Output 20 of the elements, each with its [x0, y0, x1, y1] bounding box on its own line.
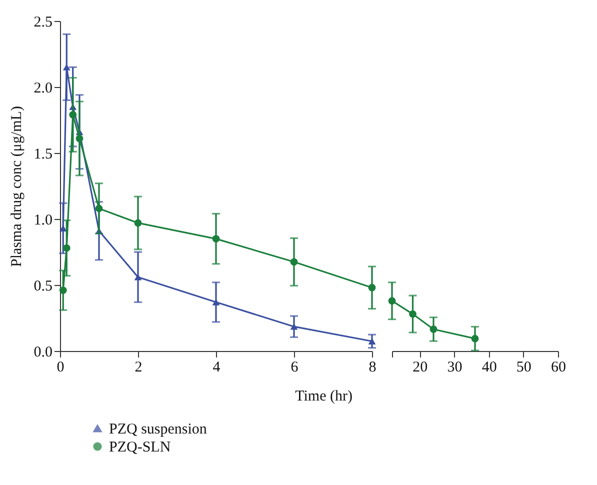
y-tick-label: 0.0 — [34, 344, 52, 360]
y-tick-label: 2.0 — [34, 80, 52, 96]
x-tick-label: 20 — [412, 360, 428, 376]
y-tick-label: 1.5 — [34, 146, 52, 162]
y-axis-title: Plasma drug conc (μg/mL) — [8, 106, 25, 267]
x-axis-title: Time (hr) — [295, 388, 352, 404]
x-tick-label: 2 — [134, 360, 142, 376]
legend-label: PZQ suspension — [109, 422, 208, 438]
x-tick-label: 8 — [368, 360, 376, 376]
legend-label: PZQ-SLN — [109, 440, 171, 456]
x-tick-label: 4 — [212, 360, 221, 376]
x-tick-label: 6 — [290, 360, 299, 376]
x-tick-label: 60 — [551, 360, 566, 376]
x-tick-label: 0 — [56, 360, 64, 376]
y-tick-label: 0.5 — [34, 278, 52, 294]
y-tick-label: 1.0 — [34, 212, 52, 228]
x-tick-label: 30 — [447, 360, 462, 376]
x-tick-label: 50 — [516, 360, 532, 376]
x-tick-label: 40 — [482, 360, 497, 376]
y-tick-label: 2.5 — [34, 14, 52, 30]
